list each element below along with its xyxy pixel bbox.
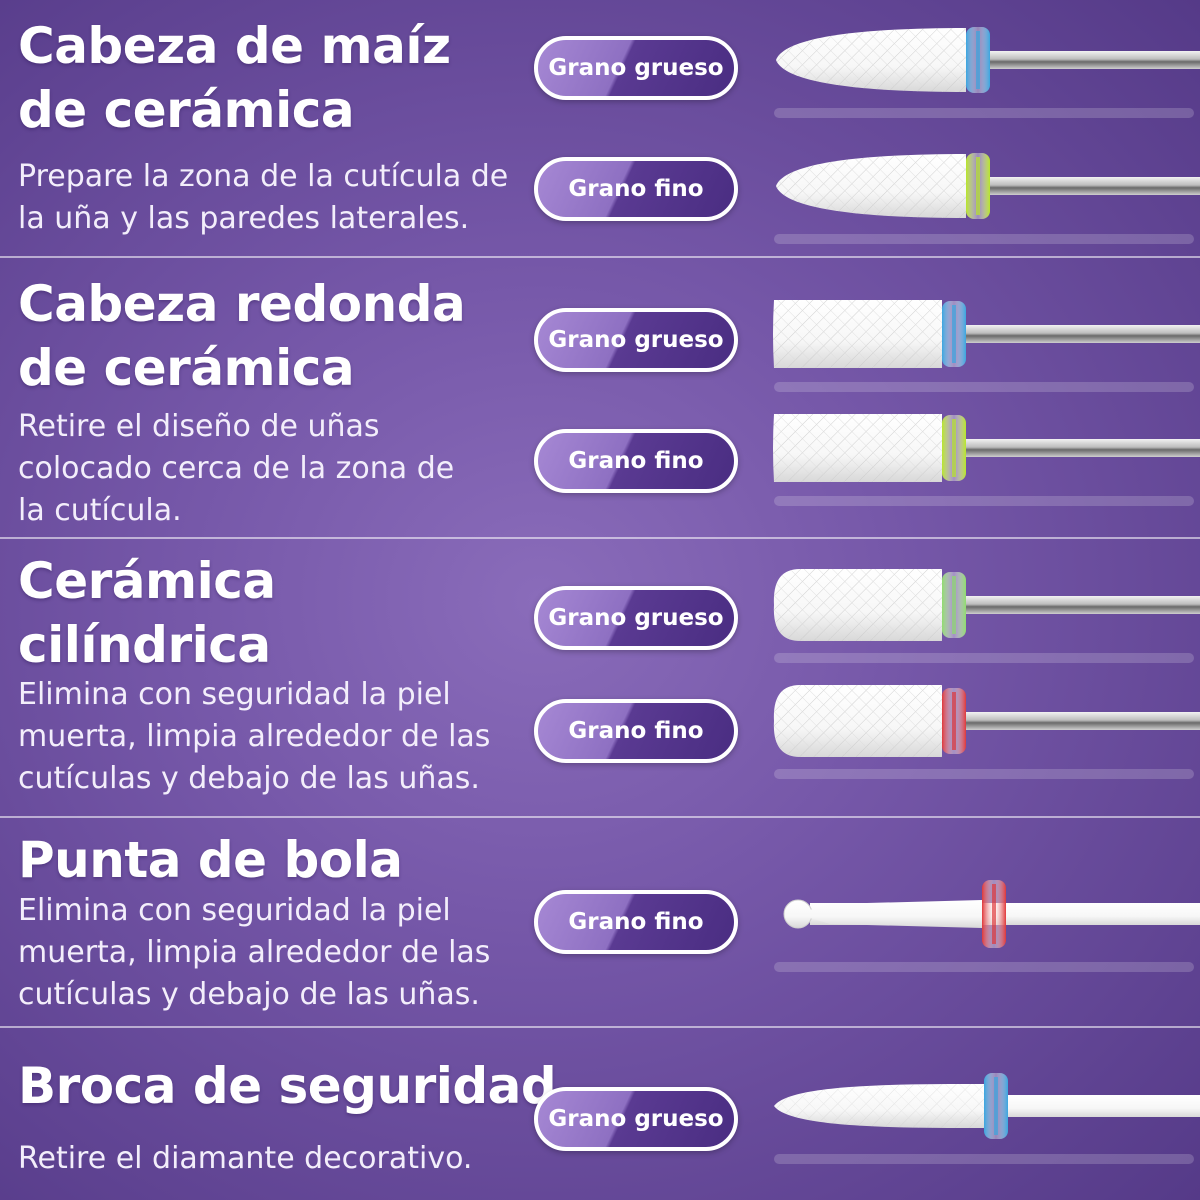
section-title: Cerámica cilíndrica: [18, 552, 276, 674]
section-title: Broca de seguridad: [18, 1057, 557, 1115]
section-ball-tip: Punta de bola Elimina con seguridad la p…: [0, 818, 1200, 1028]
cylinder-bit-fine-icon: [773, 685, 1200, 779]
safety-bit-coarse-icon: [774, 1073, 1200, 1164]
grit-badge: Grano fino: [534, 429, 738, 493]
section-title: Punta de bola: [18, 831, 403, 889]
section-title: Cabeza de maíz de cerámica: [18, 17, 451, 139]
grit-badge: Grano fino: [534, 699, 738, 763]
cylinder-bit-coarse-icon: [773, 569, 1200, 663]
grit-badge: Grano grueso: [534, 36, 738, 100]
section-description: Retire el diseño de uñas colocado cerca …: [18, 409, 455, 528]
grit-badge: Grano grueso: [534, 308, 738, 372]
section-cylindrical: Cerámica cilíndrica Elimina con segurida…: [0, 539, 1200, 818]
round-bit-fine-icon: [773, 414, 1200, 506]
grit-badge: Grano fino: [534, 157, 738, 221]
round-bit-coarse-icon: [773, 300, 1200, 392]
corn-bit-coarse-icon: [774, 27, 1200, 118]
grit-badge: Grano fino: [534, 890, 738, 954]
section-description: Retire el diamante decorativo.: [18, 1141, 473, 1176]
section-description: Elimina con seguridad la piel muerta, li…: [18, 677, 491, 796]
section-safety-bit: Broca de seguridad Retire el diamante de…: [0, 1028, 1200, 1200]
section-title: Cabeza redonda de cerámica: [18, 275, 466, 397]
section-description: Elimina con seguridad la piel muerta, li…: [18, 893, 491, 1012]
section-corn-head: Cabeza de maíz de cerámica Prepare la zo…: [0, 0, 1200, 258]
section-description: Prepare la zona de la cutícula de la uña…: [18, 159, 509, 236]
ball-bit-fine-icon: [774, 880, 1200, 972]
grit-badge: Grano grueso: [534, 1087, 738, 1151]
grit-badge: Grano grueso: [534, 586, 738, 650]
section-round-head: Cabeza redonda de cerámica Retire el dis…: [0, 258, 1200, 539]
corn-bit-fine-icon: [774, 153, 1200, 244]
